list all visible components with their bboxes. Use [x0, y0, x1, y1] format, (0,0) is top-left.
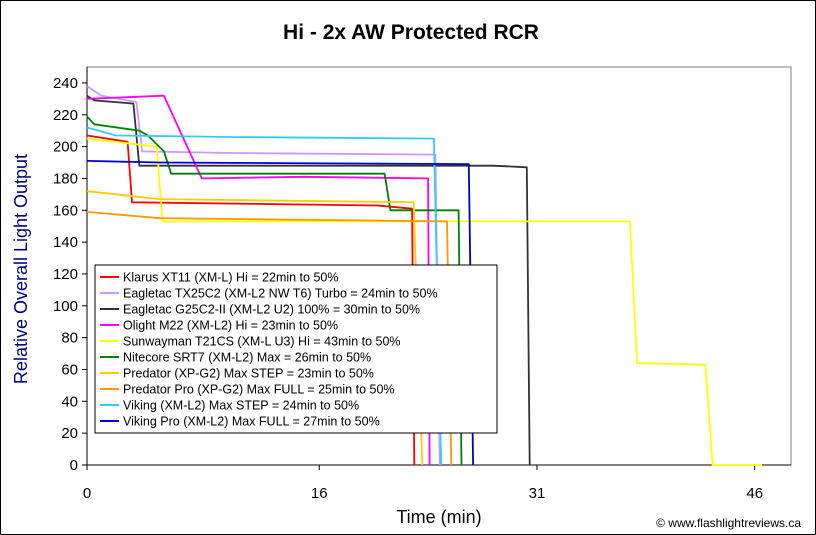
credit-text: © www.flashlightreviews.ca: [656, 516, 801, 530]
series-line-5: [86, 137, 762, 466]
legend-entry: Eagletac TX25C2 (XM-L2 NW T6) Turbo = 24…: [123, 287, 438, 301]
legend-entry: Predator Pro (XP-G2) Max FULL = 25min to…: [123, 383, 395, 397]
y-tick-label: 60: [61, 361, 78, 378]
legend-entry: Nitecore SRT7 (XM-L2) Max = 26min to 50%: [123, 351, 371, 365]
x-tick-label: 46: [746, 485, 763, 502]
legend-entry: Olight M22 (XM-L2) Hi = 23min to 50%: [123, 319, 338, 333]
chart-title: Hi - 2x AW Protected RCR: [283, 21, 539, 44]
series-line-3: [86, 94, 531, 466]
y-tick-label: 80: [61, 330, 78, 347]
legend-entry: Viking (XM-L2) Max STEP = 24min to 50%: [123, 399, 359, 413]
y-axis-label: Relative Overall Light Output: [11, 154, 31, 384]
y-tick-label: 220: [53, 107, 78, 124]
y-tick-label: 0: [70, 457, 78, 474]
legend-entry: Sunwayman T21CS (XM-L U3) Hi = 43min to …: [123, 335, 401, 349]
series-line-2: [86, 85, 441, 466]
series-line-4: [86, 94, 431, 466]
y-tick-label: 100: [53, 298, 78, 315]
legend-entry: Viking Pro (XM-L2) Max FULL = 27min to 5…: [123, 415, 380, 429]
y-tick-label: 140: [53, 234, 78, 251]
legend-entry: Eagletac G25C2-II (XM-L2 U2) 100% = 30mi…: [123, 303, 420, 317]
series-line-1: [86, 134, 416, 466]
legend-entry: Predator (XP-G2) Max STEP = 23min to 50%: [123, 367, 374, 381]
y-tick-label: 240: [53, 75, 78, 92]
x-tick-label: 0: [83, 485, 91, 502]
x-axis-label: Time (min): [396, 507, 481, 527]
y-tick-label: 160: [53, 202, 78, 219]
y-tick-label: 180: [53, 170, 78, 187]
y-tick-label: 200: [53, 139, 78, 156]
legend-entry: Klarus XT11 (XM-L) Hi = 22min to 50%: [123, 271, 338, 285]
x-tick-label: 31: [529, 485, 546, 502]
y-tick-label: 120: [53, 266, 78, 283]
legend-box: [94, 264, 498, 434]
y-tick-label: 20: [61, 425, 78, 442]
y-tick-label: 40: [61, 393, 78, 410]
series-line-9: [86, 126, 443, 466]
x-tick-label: 16: [311, 485, 328, 502]
